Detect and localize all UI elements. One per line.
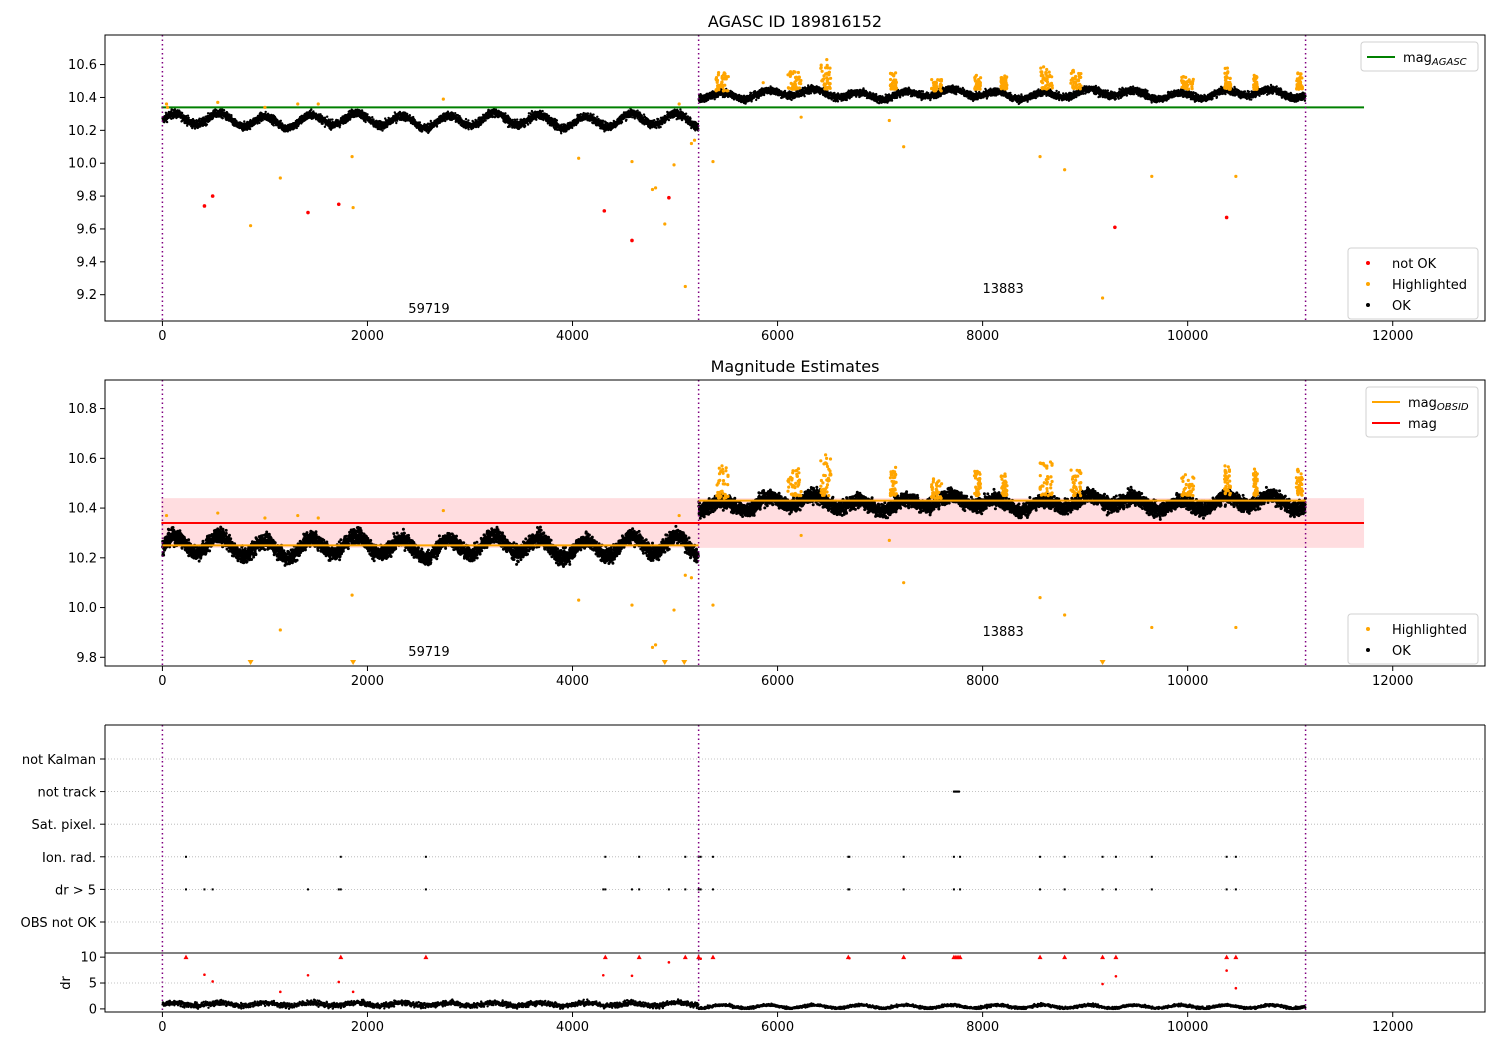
ok-point <box>187 116 190 120</box>
ok-point <box>381 129 384 132</box>
ok-point <box>364 120 367 124</box>
ok-points <box>161 83 1307 135</box>
top-panel-title: AGASC ID 189816152 <box>708 12 882 31</box>
ok-point <box>321 122 324 126</box>
ok-point <box>625 118 628 121</box>
y-tick-label: 9.4 <box>76 255 97 270</box>
x-tick-label: 12000 <box>1372 329 1413 344</box>
ok-point <box>221 116 224 120</box>
ok-point <box>186 114 190 117</box>
ok-point <box>684 112 688 115</box>
ok-point <box>165 120 169 124</box>
x-tick-label: 2000 <box>351 329 384 344</box>
ok-point <box>571 126 574 130</box>
ok-point <box>555 119 559 122</box>
ok-point <box>716 95 720 99</box>
x-tick-label: 10000 <box>1167 329 1208 344</box>
ok-point <box>657 118 660 121</box>
y-tick-label: 10.2 <box>68 124 97 139</box>
x-tick-label: 6000 <box>761 329 794 344</box>
ok-point <box>246 121 250 124</box>
x-tick-label: 8000 <box>966 329 999 344</box>
x-tick-label: 4000 <box>556 329 589 344</box>
ok-point <box>592 113 595 116</box>
ok-point <box>535 118 538 122</box>
ok-point <box>204 121 207 125</box>
ok-point <box>679 108 682 111</box>
ok-point <box>467 128 470 131</box>
ok-point <box>279 119 282 123</box>
y-tick-label: 10.6 <box>68 58 97 73</box>
y-tick-label: 9.2 <box>76 288 97 303</box>
ok-point <box>467 119 470 122</box>
y-tick-label: 10.4 <box>68 91 97 106</box>
ok-point <box>295 126 298 130</box>
ok-point <box>408 114 411 117</box>
ok-point <box>248 127 252 131</box>
ok-point <box>164 111 168 115</box>
ok-point <box>406 112 409 116</box>
ok-point <box>659 125 662 129</box>
ok-point <box>206 112 210 115</box>
ok-point <box>508 125 511 128</box>
ok-point <box>323 116 327 119</box>
ok-point <box>258 121 261 125</box>
y-tick-label: 9.6 <box>76 222 97 237</box>
ok-point <box>272 124 275 127</box>
ok-point <box>689 117 692 120</box>
ok-point <box>186 124 189 127</box>
ok-point <box>686 115 690 119</box>
ok-point <box>331 118 334 121</box>
ok-point <box>541 109 544 113</box>
ok-point <box>256 122 259 125</box>
ok-point <box>366 113 369 116</box>
ok-point <box>193 127 197 130</box>
ok-point <box>516 118 519 121</box>
ok-point <box>323 125 327 128</box>
ok-point <box>435 125 439 128</box>
middle-panel-title: Magnitude Estimates <box>711 357 880 376</box>
ok-point <box>198 117 201 120</box>
ok-point <box>205 123 209 126</box>
ok-point <box>464 117 468 121</box>
y-tick-label: 10.0 <box>68 157 97 172</box>
ok-point <box>264 110 267 114</box>
ok-point <box>418 121 422 124</box>
ok-point <box>667 118 671 122</box>
ok-point <box>326 115 329 118</box>
ok-point <box>191 117 195 121</box>
ok-point <box>524 124 527 128</box>
ok-point <box>180 111 184 115</box>
agasc-magnitude-panel: 0 2000 4000 6000 8000 10000 12000 9.2 9.4 9.6 9.8 1… <box>68 34 1486 344</box>
ok-point <box>642 113 646 116</box>
ok-point <box>526 123 530 126</box>
ok-point <box>222 109 226 112</box>
ok-point <box>230 114 233 117</box>
x-tick-label: 0 <box>158 329 166 344</box>
ok-point <box>589 112 592 115</box>
ok-point <box>504 112 507 115</box>
ok-point <box>173 108 177 111</box>
ok-point <box>243 120 246 123</box>
ok-point <box>371 116 374 119</box>
ok-point <box>228 113 231 116</box>
ok-point <box>655 126 658 130</box>
ok-point <box>230 115 233 119</box>
ok-point <box>620 121 624 124</box>
ok-point <box>586 112 590 115</box>
ok-point <box>310 108 313 111</box>
ok-point <box>596 115 599 119</box>
plot-area <box>161 58 1365 300</box>
ok-point <box>560 132 563 135</box>
ok-point <box>484 119 487 122</box>
ok-point <box>395 121 398 125</box>
y-tick-label: 9.8 <box>76 190 97 205</box>
